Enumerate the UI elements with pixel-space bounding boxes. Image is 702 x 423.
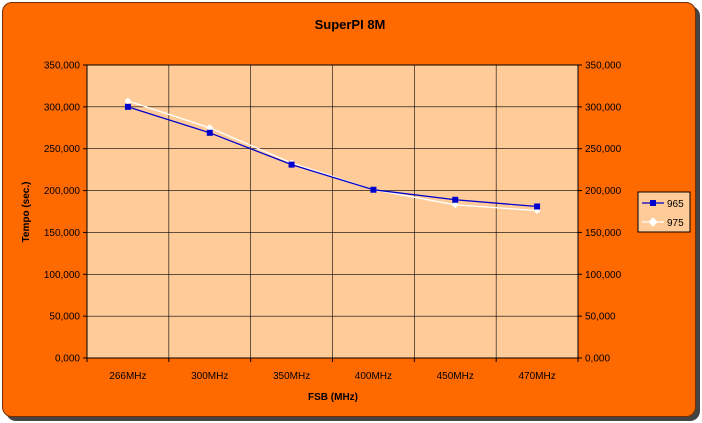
y-tick-label-right: 350,000 (585, 61, 622, 72)
data-point-965 (534, 203, 541, 210)
y-tick-label-left: 150,000 (44, 228, 81, 239)
data-point-965 (288, 161, 295, 168)
y-tick-label-right: 200,000 (585, 186, 622, 197)
x-tick-label: 350MHz (273, 371, 310, 382)
x-tick-label: 266MHz (109, 371, 146, 382)
series-line-965 (127, 106, 538, 208)
x-axis-title: FSB (MHz) (308, 392, 358, 403)
legend: 965 975 (637, 191, 691, 233)
x-tick-label: 300MHz (191, 371, 228, 382)
y-tick-label-left: 250,000 (44, 144, 81, 155)
y-tick-label-left: 300,000 (44, 102, 81, 113)
y-tick-label-right: 0,000 (585, 354, 610, 365)
data-point-975 (124, 97, 132, 105)
y-tick-label-left: 100,000 (44, 270, 81, 281)
chart-title: SuperPI 8M (315, 17, 386, 32)
x-tick-label: 400MHz (355, 371, 392, 382)
x-tick-label: 470MHz (518, 371, 555, 382)
x-tick-label: 450MHz (437, 371, 474, 382)
legend-marker-975 (648, 217, 658, 227)
series-line-975 (127, 100, 538, 212)
legend-label-965: 965 (667, 199, 684, 210)
y-axis-right: 0,000 50,000 100,000 150,000 200,000 250,000 3… (578, 61, 622, 365)
y-tick-label-right: 250,000 (585, 144, 622, 155)
data-point-965 (206, 129, 213, 136)
x-axis: 266MHz 300MHz 350MHz 400MHz 450MHz 470MHz (86, 358, 579, 382)
data-point-975 (206, 124, 214, 132)
data-point-965 (370, 186, 377, 193)
y-tick-label-right: 100,000 (585, 270, 622, 281)
legend-label-975: 975 (667, 218, 684, 229)
data-point-965 (452, 196, 459, 203)
y-axis-title: Tempo (sec.) (21, 182, 32, 243)
y-tick-label-right: 300,000 (585, 102, 622, 113)
legend-box (637, 191, 691, 233)
y-tick-label-left: 50,000 (49, 312, 80, 323)
y-axis-left: 0,000 50,000 100,000 150,000 200,000 250,000 3… (44, 61, 87, 365)
y-tick-label-left: 350,000 (44, 61, 81, 72)
data-point-975 (451, 201, 459, 209)
series-lines (124, 97, 541, 215)
grid-lines (87, 64, 578, 359)
legend-marker-965 (650, 200, 656, 206)
y-tick-label-left: 200,000 (44, 186, 81, 197)
y-tick-label-right: 50,000 (585, 312, 616, 323)
y-tick-label-right: 150,000 (585, 228, 622, 239)
data-point-965 (124, 103, 131, 110)
y-tick-label-left: 0,000 (55, 354, 80, 365)
